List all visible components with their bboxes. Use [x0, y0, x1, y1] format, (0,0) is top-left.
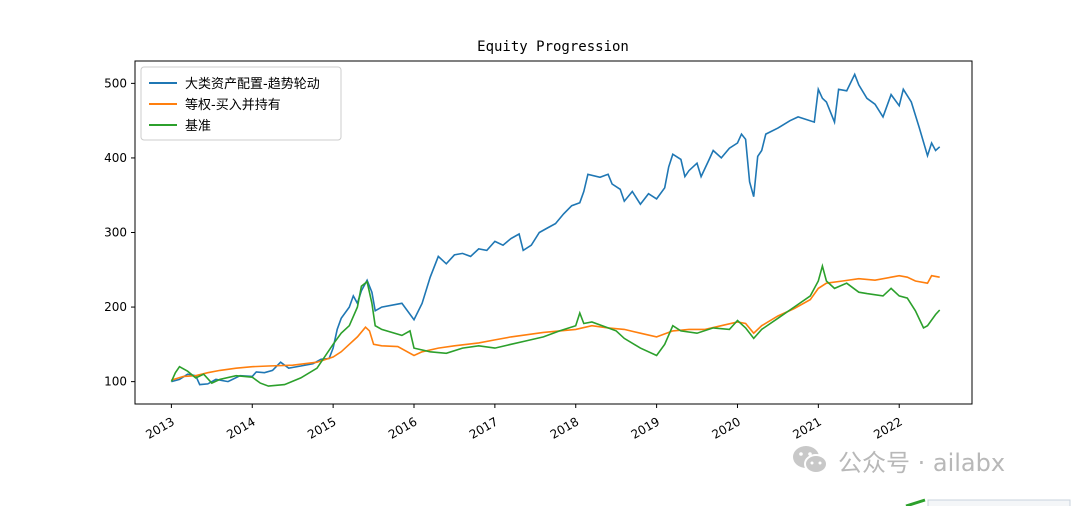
plot-area — [170, 72, 941, 387]
x-tick-label: 2014 — [224, 414, 257, 441]
y-tick-label: 400 — [104, 151, 127, 165]
legend-box — [140, 66, 342, 141]
x-tick-label: 2015 — [305, 414, 338, 441]
legend-label: 大类资产配置-趋势轮动 — [185, 76, 320, 92]
y-tick-label: 300 — [104, 226, 127, 240]
y-tick-label: 100 — [104, 375, 127, 389]
series-line-2 — [171, 274, 940, 381]
partial-green-stroke — [905, 498, 926, 506]
x-tick-label: 2017 — [467, 414, 500, 441]
x-tick-label: 2021 — [790, 414, 823, 441]
x-tick-label: 2019 — [629, 414, 662, 441]
series-line-3 — [170, 263, 941, 387]
x-tick-label: 2018 — [548, 414, 581, 441]
y-axis: 100 200 300 400 500 — [104, 76, 135, 389]
chart-title: Equity Progression — [477, 39, 629, 55]
x-tick-label: 2016 — [386, 414, 419, 441]
watermark-text: 公众号 · ailabx — [838, 448, 1006, 477]
x-tick-label: 2022 — [871, 414, 904, 441]
watermark: 公众号 · ailabx — [790, 440, 1005, 480]
legend-label: 等权-买入并持有 — [185, 97, 281, 113]
y-tick-label: 200 — [104, 300, 127, 314]
legend-label: 基准 — [185, 119, 211, 134]
wechat-icon — [793, 446, 828, 474]
partial-panel-edge — [927, 499, 1071, 506]
x-axis: 2013 2014 2015 2016 2017 2018 2019 2020 2021 2022 — [143, 404, 905, 442]
y-tick-label: 500 — [104, 76, 127, 90]
x-tick-label: 2013 — [143, 414, 176, 441]
x-tick-label: 2020 — [710, 414, 743, 441]
